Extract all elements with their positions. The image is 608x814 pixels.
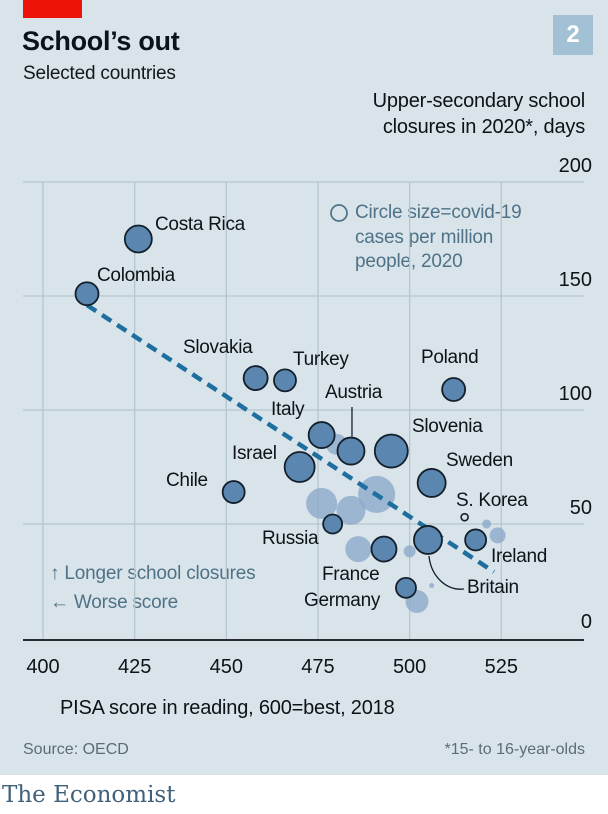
x-tick: 525 bbox=[484, 656, 518, 678]
chart-title: School’s out bbox=[22, 26, 180, 56]
bubble-s-korea bbox=[460, 512, 469, 522]
bubble-britain bbox=[413, 525, 443, 555]
economist-red-tab bbox=[23, 0, 82, 18]
footnote: *15- to 16-year-olds bbox=[444, 741, 585, 758]
y-tick: 100 bbox=[558, 383, 592, 405]
leader-lines bbox=[351, 407, 465, 590]
bubble-unlabeled bbox=[489, 527, 506, 544]
bubble-turkey bbox=[273, 368, 297, 393]
economist-masthead: The Economist bbox=[2, 782, 176, 808]
x-tick: 400 bbox=[26, 656, 60, 678]
bubble-france bbox=[370, 535, 398, 563]
bubble-ireland bbox=[464, 528, 488, 552]
bubble-russia bbox=[322, 513, 344, 535]
label-sweden: Sweden bbox=[446, 450, 513, 471]
bubble-austria bbox=[336, 436, 366, 466]
bubble-colombia bbox=[74, 281, 100, 307]
circle-size-icon bbox=[330, 204, 348, 222]
y-tick: 0 bbox=[580, 611, 592, 633]
bubble-unlabeled bbox=[429, 583, 435, 589]
figure-number-badge: 2 bbox=[553, 15, 593, 55]
legend-circle-icon bbox=[330, 204, 348, 222]
size-legend-line3: people, 2020 bbox=[355, 251, 463, 272]
bubble-slovakia bbox=[242, 365, 269, 391]
bubble-germany bbox=[395, 576, 417, 599]
x-tick: 450 bbox=[209, 656, 243, 678]
label-slovakia: Slovakia bbox=[183, 337, 253, 358]
bubble-unlabeled bbox=[482, 519, 492, 529]
label-italy: Italy bbox=[271, 399, 305, 420]
bubble-unlabeled bbox=[306, 487, 338, 519]
y-axis-title: Upper-secondary school closures in 2020*… bbox=[372, 88, 586, 140]
label-russia: Russia bbox=[262, 528, 319, 549]
bubble-unlabeled bbox=[345, 536, 372, 563]
bubble-israel bbox=[283, 451, 316, 483]
label-germany: Germany bbox=[304, 590, 381, 611]
label-costa-rica: Costa Rica bbox=[155, 214, 245, 235]
unlabeled-bubbles bbox=[306, 433, 506, 614]
bubble-unlabeled bbox=[403, 545, 416, 558]
bubble-costa-rica bbox=[123, 224, 153, 254]
chart-subtitle: Selected countries bbox=[23, 63, 176, 84]
source-note: Source: OECD bbox=[23, 741, 129, 758]
size-legend-line1: Circle size=covid-19 bbox=[355, 202, 522, 223]
label-austria: Austria bbox=[325, 382, 383, 403]
bubble-chile bbox=[221, 480, 246, 504]
y-axis-title-line1: Upper-secondary school bbox=[372, 90, 586, 112]
label-poland: Poland bbox=[421, 347, 479, 368]
bubble-poland bbox=[441, 377, 467, 402]
x-axis-title: PISA score in reading, 600=best, 2018 bbox=[60, 697, 395, 719]
label-ireland: Ireland bbox=[491, 546, 547, 567]
worse-score-annotation: ← Worse score bbox=[50, 592, 178, 613]
country-bubbles bbox=[74, 224, 488, 599]
label-slovenia: Slovenia bbox=[412, 416, 483, 437]
leader-britain bbox=[428, 555, 465, 590]
bubble-unlabeled bbox=[336, 495, 366, 525]
gridlines bbox=[23, 181, 584, 641]
bubble-sweden bbox=[416, 468, 447, 498]
label-israel: Israel bbox=[232, 443, 277, 464]
longer-closures-annotation: ↑ Longer school closures bbox=[50, 563, 256, 584]
bubble-italy bbox=[307, 421, 336, 449]
bubble-slovenia bbox=[373, 433, 409, 469]
chart-panel bbox=[0, 0, 608, 775]
y-axis-title-line2: closures in 2020*, days bbox=[382, 116, 585, 138]
size-legend: Circle size=covid-19 cases per million p… bbox=[355, 201, 522, 275]
label-turkey: Turkey bbox=[293, 349, 349, 370]
label-chile: Chile bbox=[166, 470, 208, 491]
label-britain: Britain bbox=[467, 577, 519, 598]
y-tick: 200 bbox=[558, 155, 592, 177]
label-colombia: Colombia bbox=[97, 265, 175, 286]
x-tick: 475 bbox=[301, 656, 335, 678]
label-s-korea: S. Korea bbox=[456, 490, 528, 511]
label-france: France bbox=[322, 564, 380, 585]
x-tick: 500 bbox=[392, 656, 427, 678]
x-tick: 425 bbox=[117, 656, 152, 678]
size-legend-line2: cases per million bbox=[355, 226, 494, 248]
y-tick: 50 bbox=[569, 497, 592, 519]
y-tick: 150 bbox=[558, 269, 592, 291]
